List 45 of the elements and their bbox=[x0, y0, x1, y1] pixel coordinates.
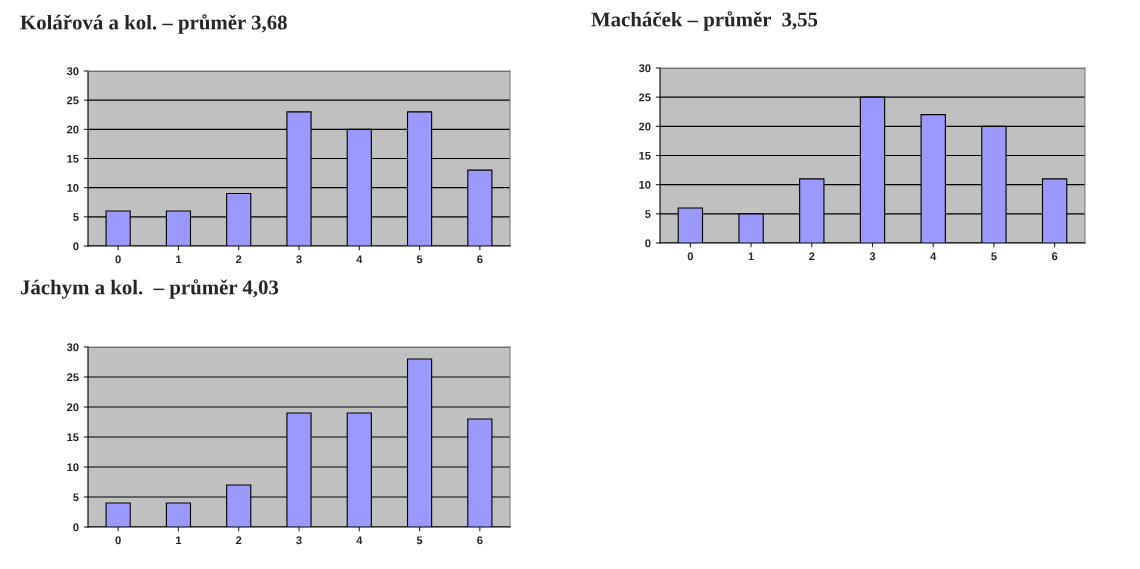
chart-title: Jáchym a kol. – průměr 4,03 bbox=[20, 279, 279, 299]
y-tick-label: 5 bbox=[645, 210, 651, 218]
x-tick-label: 1 bbox=[176, 255, 182, 264]
y-tick-label: 5 bbox=[73, 493, 79, 502]
x-tick-label: 3 bbox=[296, 255, 302, 264]
x-tick-label: 0 bbox=[687, 252, 693, 261]
chart-title: Macháček – průměr 3,55 bbox=[591, 11, 818, 31]
x-tick-label: 3 bbox=[869, 252, 876, 261]
x-tick-label: 0 bbox=[115, 255, 121, 264]
x-tick-label: 3 bbox=[296, 536, 302, 545]
x-tick-label: 4 bbox=[356, 536, 363, 545]
x-tick-label: 4 bbox=[356, 255, 363, 264]
x-tick-label: 5 bbox=[991, 252, 997, 261]
y-tick-label: 0 bbox=[73, 242, 79, 251]
x-tick-label: 5 bbox=[416, 536, 423, 545]
x-tick-label: 2 bbox=[236, 255, 242, 264]
x-tick-label: 4 bbox=[930, 252, 937, 261]
y-tick-label: 20 bbox=[67, 403, 79, 412]
x-tick-label: 1 bbox=[748, 252, 754, 261]
y-tick-label: 30 bbox=[66, 67, 79, 76]
x-tick-label: 5 bbox=[416, 255, 423, 264]
y-tick-label: 10 bbox=[67, 183, 79, 192]
x-tick-label: 0 bbox=[115, 536, 121, 545]
chart-title: Kolářová a kol. – průměr 3,68 bbox=[20, 14, 287, 34]
y-tick-label: 15 bbox=[67, 433, 79, 442]
y-tick-label: 20 bbox=[67, 125, 79, 134]
x-tick-label: 6 bbox=[1051, 252, 1058, 261]
y-tick-label: 20 bbox=[639, 122, 651, 131]
y-tick-label: 0 bbox=[73, 523, 79, 532]
x-tick-label: 2 bbox=[236, 536, 242, 545]
x-tick-label: 6 bbox=[477, 255, 483, 264]
y-tick-label: 10 bbox=[639, 180, 651, 189]
y-tick-label: 25 bbox=[67, 96, 79, 105]
y-tick-label: 15 bbox=[67, 154, 79, 163]
x-tick-label: 6 bbox=[477, 536, 483, 545]
y-tick-label: 30 bbox=[66, 343, 79, 352]
x-tick-label: 1 bbox=[176, 536, 182, 545]
x-tick-label: 2 bbox=[809, 252, 815, 261]
y-tick-label: 30 bbox=[638, 64, 651, 73]
y-tick-label: 0 bbox=[645, 239, 651, 248]
y-tick-label: 25 bbox=[67, 373, 79, 382]
y-tick-label: 25 bbox=[639, 93, 651, 102]
y-tick-label: 15 bbox=[639, 151, 651, 160]
y-tick-label: 10 bbox=[67, 463, 79, 472]
y-tick-label: 5 bbox=[73, 213, 79, 221]
